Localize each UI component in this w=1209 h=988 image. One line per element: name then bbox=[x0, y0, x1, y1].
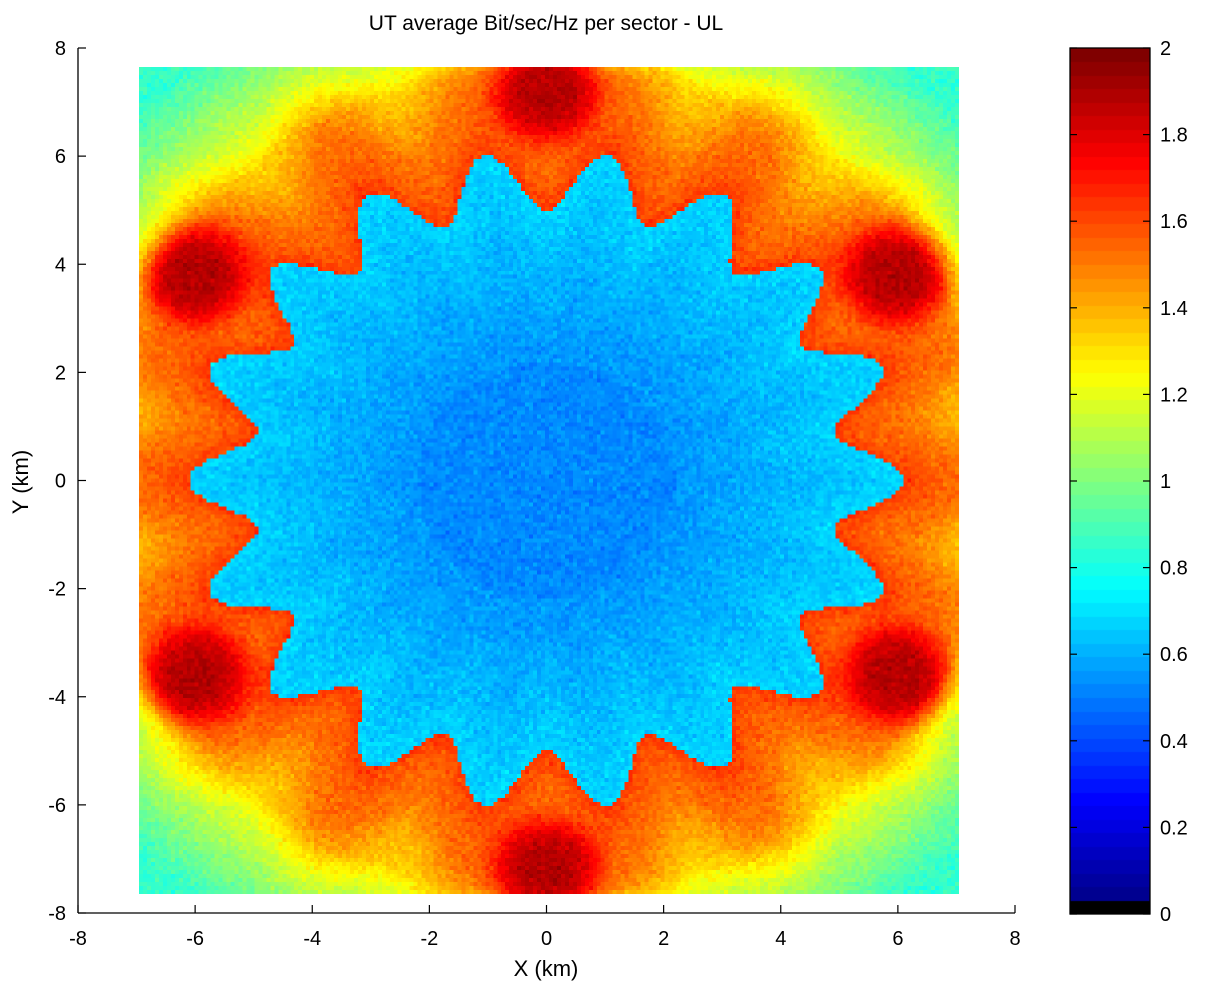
x-axis-label: X (km) bbox=[514, 956, 579, 981]
colorbar-tick-label: 2 bbox=[1160, 38, 1171, 60]
y-tick-label: 2 bbox=[55, 362, 66, 384]
x-tick-label: -6 bbox=[186, 928, 204, 950]
x-tick-label: -2 bbox=[420, 928, 438, 950]
y-tick-label: -8 bbox=[48, 903, 66, 925]
colorbar-tick-label: 1.8 bbox=[1160, 125, 1188, 147]
x-axis-ticks: -8 -6 -4 -2 0 2 4 6 8 bbox=[69, 905, 1021, 950]
colorbar-tick-label: 0.8 bbox=[1160, 558, 1188, 580]
y-tick-label: 0 bbox=[55, 471, 66, 493]
colorbar-ticks: 2 1.8 1.6 1.4 1.2 1 0.8 0.6 0.4 0.2 0 bbox=[1070, 38, 1188, 926]
y-tick-label: -4 bbox=[48, 687, 66, 709]
y-tick-label: -6 bbox=[48, 795, 66, 817]
chart-title: UT average Bit/sec/Hz per sector - UL bbox=[369, 12, 723, 35]
x-tick-label: 8 bbox=[1009, 928, 1020, 950]
y-tick-label: -2 bbox=[48, 579, 66, 601]
x-tick-label: 4 bbox=[775, 928, 786, 950]
colorbar-tick-label: 0 bbox=[1160, 904, 1171, 926]
colorbar-tick-label: 1.6 bbox=[1160, 211, 1188, 233]
x-tick-label: -8 bbox=[69, 928, 87, 950]
y-axis-ticks: 8 6 4 2 0 -2 -4 -6 -8 bbox=[48, 38, 86, 925]
x-tick-label: 6 bbox=[892, 928, 903, 950]
y-tick-label: 4 bbox=[55, 254, 66, 276]
y-axis-label: Y (km) bbox=[8, 450, 33, 514]
x-tick-label: -4 bbox=[303, 928, 321, 950]
x-tick-label: 0 bbox=[541, 928, 552, 950]
x-tick-label: 2 bbox=[658, 928, 669, 950]
colorbar-tick-label: 0.2 bbox=[1160, 817, 1188, 839]
colorbar: 2 1.8 1.6 1.4 1.2 1 0.8 0.6 0.4 0.2 0 bbox=[1069, 38, 1188, 926]
colorbar-tick-label: 0.6 bbox=[1160, 644, 1188, 666]
colorbar-tick-label: 1.2 bbox=[1160, 384, 1188, 406]
colorbar-tick-label: 1 bbox=[1160, 471, 1171, 493]
colorbar-gradient bbox=[1070, 48, 1150, 914]
y-tick-label: 6 bbox=[55, 146, 66, 168]
plot-area: -8 -6 -4 -2 0 2 4 6 8 8 6 4 2 0 -2 -4 -6 -8 bbox=[48, 38, 1020, 950]
heatmap-image bbox=[139, 66, 960, 895]
colorbar-tick-label: 0.4 bbox=[1160, 731, 1188, 753]
y-tick-label: 8 bbox=[55, 38, 66, 60]
colorbar-tick-label: 1.4 bbox=[1160, 298, 1188, 320]
